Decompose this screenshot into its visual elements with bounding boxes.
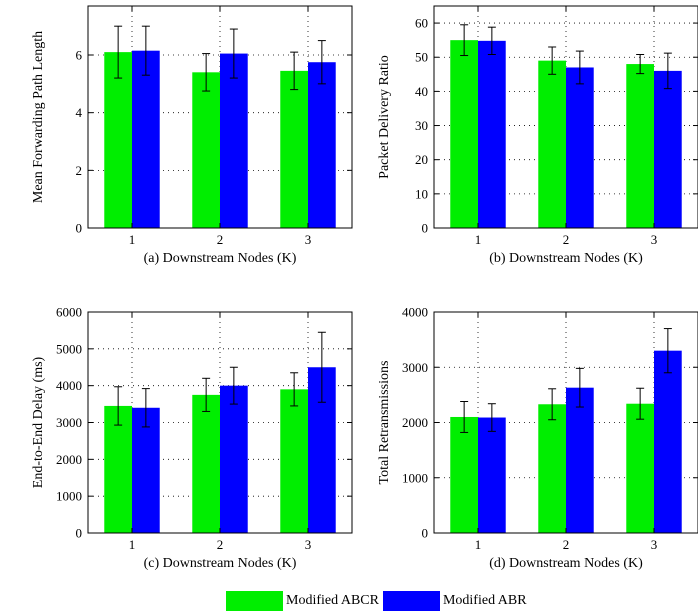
y-tick-label: 4000 <box>402 305 428 320</box>
y-tick-label: 40 <box>415 84 428 99</box>
bar-abr-2 <box>566 387 594 533</box>
bar-abcr-1 <box>450 416 478 533</box>
y-tick-label: 0 <box>76 526 83 541</box>
y-tick-label: 5000 <box>56 341 82 356</box>
x-tick-label: 2 <box>217 537 224 552</box>
bar-abr-1 <box>132 50 160 229</box>
y-tick-label: 1000 <box>402 470 428 485</box>
x-tick-label: 3 <box>305 537 312 552</box>
x-tick-label: 1 <box>129 537 136 552</box>
x-tick-label: 3 <box>651 537 658 552</box>
y-tick-label: 3000 <box>402 360 428 375</box>
x-axis-title: (a) Downstream Nodes (K) <box>144 251 297 266</box>
bar-abcr-1 <box>104 405 132 533</box>
legend: Modified ABCR Modified ABR <box>226 591 531 611</box>
bar-abr-1 <box>478 417 506 533</box>
legend-swatch-abr <box>382 591 440 611</box>
x-tick-label: 1 <box>129 232 136 247</box>
bar-abr-2 <box>566 67 594 228</box>
y-tick-label: 0 <box>422 526 429 541</box>
x-axis-title: (d) Downstream Nodes (K) <box>489 556 643 571</box>
y-tick-label: 4 <box>76 105 83 120</box>
bar-abcr-1 <box>450 40 478 229</box>
x-tick-label: 3 <box>651 232 658 247</box>
x-axis-title: (b) Downstream Nodes (K) <box>489 251 643 266</box>
bar-abr-3 <box>308 62 336 228</box>
y-axis-title: Packet Delivery Ratio <box>377 55 392 179</box>
x-tick-label: 2 <box>563 232 570 247</box>
y-tick-label: 60 <box>415 16 428 31</box>
x-tick-label: 2 <box>217 232 224 247</box>
bar-abcr-2 <box>192 72 220 228</box>
legend-label-abcr: Modified ABCR <box>286 593 379 608</box>
y-tick-label: 3000 <box>56 415 82 430</box>
chart-b: 0 10 20 30 40 50 60 1 2 3 (b) Downstream Nodes (K)… <box>377 5 698 266</box>
y-tick-label: 6 <box>76 48 83 63</box>
y-tick-label: 10 <box>415 186 428 201</box>
legend-swatch-abcr <box>226 591 283 611</box>
x-tick-label: 2 <box>563 537 570 552</box>
bar-abr-2 <box>220 385 248 533</box>
legend-item-abr: Modified ABR <box>382 591 527 611</box>
bar-abcr-3 <box>280 70 308 228</box>
chart-a: 0 2 4 6 1 2 3 (a) Downstream Nodes (K) Mean Forw… <box>31 5 353 266</box>
bar-abcr-3 <box>626 64 654 228</box>
legend-item-abcr: Modified ABCR <box>226 591 379 611</box>
y-tick-label: 2000 <box>56 452 82 467</box>
y-axis-title: End-to-End Delay (ms) <box>31 356 46 488</box>
y-tick-label: 50 <box>415 50 428 65</box>
bar-abcr-3 <box>280 389 308 533</box>
bar-abr-3 <box>654 350 682 533</box>
bar-abcr-1 <box>104 52 132 229</box>
bar-abr-1 <box>478 40 506 229</box>
y-axis-title: Mean Forwarding Path Length <box>31 31 46 203</box>
y-tick-label: 4000 <box>56 378 82 393</box>
bar-abr-3 <box>654 70 682 229</box>
bar-abr-2 <box>220 53 248 229</box>
bar-abcr-2 <box>192 394 220 533</box>
x-tick-label: 3 <box>305 232 312 247</box>
y-axis-title: Total Retransmissions <box>377 361 392 485</box>
chart-c: 0 1000 2000 3000 4000 5000 6000 1 2 3 (c) Downstre… <box>31 305 353 571</box>
y-tick-label: 0 <box>76 221 83 236</box>
x-tick-label: 1 <box>475 537 482 552</box>
x-tick-label: 1 <box>475 232 482 247</box>
x-axis-title: (c) Downstream Nodes (K) <box>144 556 297 571</box>
y-tick-label: 0 <box>422 221 429 236</box>
chart-d: 0 1000 2000 3000 4000 1 2 3 (d) Downstream Nodes… <box>377 305 698 571</box>
y-tick-label: 20 <box>415 152 428 167</box>
bar-abcr-2 <box>538 404 566 533</box>
bar-abcr-2 <box>538 60 566 229</box>
bar-abcr-3 <box>626 403 654 533</box>
y-tick-label: 2000 <box>402 415 428 430</box>
bar-abr-1 <box>132 407 160 533</box>
y-tick-label: 1000 <box>56 489 82 504</box>
y-tick-label: 30 <box>415 118 428 133</box>
y-tick-label: 6000 <box>56 305 82 320</box>
legend-label-abr: Modified ABR <box>442 593 527 608</box>
y-tick-label: 2 <box>76 163 83 178</box>
